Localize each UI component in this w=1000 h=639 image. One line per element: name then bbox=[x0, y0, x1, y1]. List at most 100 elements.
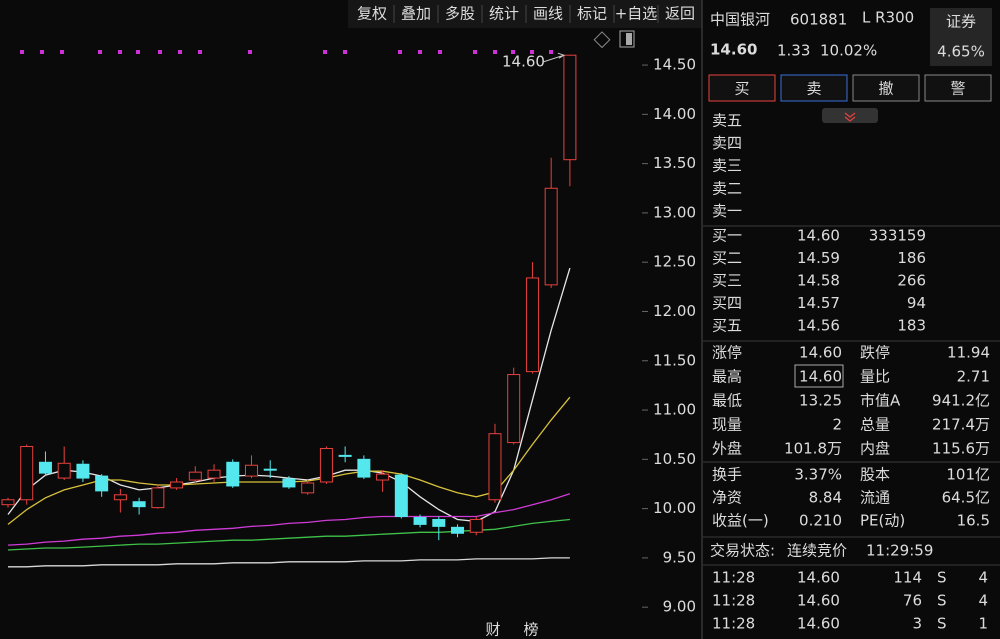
stat-label: 现量 bbox=[712, 416, 742, 434]
toolbar-button[interactable]: 标记 bbox=[577, 5, 607, 23]
toolbar-button[interactable]: 多股 bbox=[445, 5, 475, 23]
collapse-tab[interactable] bbox=[822, 108, 878, 123]
stat-value: 13.25 bbox=[799, 392, 842, 410]
toolbar-button[interactable]: 统计 bbox=[489, 5, 519, 23]
price-change-pct: 10.02% bbox=[820, 42, 877, 60]
trade-volume: 76 bbox=[903, 592, 922, 610]
event-dot bbox=[198, 50, 202, 54]
action-button[interactable] bbox=[924, 74, 992, 102]
candle-body bbox=[1, 499, 15, 506]
trade-side: S bbox=[937, 615, 947, 633]
ask-level: 卖二 bbox=[712, 179, 742, 197]
y-tick-label: 10.50 bbox=[653, 450, 696, 468]
event-dot bbox=[511, 50, 515, 54]
candle-body bbox=[226, 461, 240, 487]
action-label[interactable]: 撤 bbox=[878, 80, 893, 98]
candle-body bbox=[525, 277, 539, 373]
event-dot bbox=[60, 50, 64, 54]
candle-body bbox=[113, 494, 127, 501]
status-label: 交易状态: bbox=[710, 542, 775, 560]
action-button[interactable] bbox=[708, 74, 776, 102]
action-label[interactable]: 警 bbox=[950, 80, 965, 98]
bid-volume: 183 bbox=[897, 317, 926, 335]
candle-body bbox=[563, 54, 577, 161]
bid-level: 买一 bbox=[712, 227, 742, 245]
candle-body bbox=[507, 374, 521, 444]
toolbar-bg bbox=[348, 0, 702, 28]
bid-price: 14.57 bbox=[797, 294, 840, 312]
moving-average-line bbox=[8, 557, 570, 568]
candle-body bbox=[207, 469, 221, 479]
trade-price: 14.60 bbox=[797, 592, 840, 610]
candle-body bbox=[282, 478, 296, 488]
y-tick-label: 9.00 bbox=[663, 598, 696, 616]
event-marker[interactable]: 榜 bbox=[523, 621, 538, 639]
fund-label: 流通 bbox=[860, 489, 890, 507]
trade-volume: 114 bbox=[893, 569, 922, 587]
panel-icon[interactable] bbox=[619, 30, 635, 48]
fund-value: 8.84 bbox=[809, 489, 842, 507]
ask-level: 卖四 bbox=[712, 134, 742, 152]
candle-body bbox=[20, 446, 34, 501]
toolbar-button[interactable]: 复权 bbox=[357, 5, 387, 23]
trade-side: S bbox=[937, 569, 947, 587]
toolbar-button[interactable]: 返回 bbox=[665, 5, 695, 23]
stock-name: 中国银河 bbox=[710, 11, 770, 29]
candle-body bbox=[432, 518, 446, 527]
trade-time: 11:28 bbox=[712, 592, 755, 610]
price-change: 1.33 bbox=[777, 42, 810, 60]
bid-volume: 333159 bbox=[869, 227, 926, 245]
bid-volume: 266 bbox=[897, 272, 926, 290]
ask-level: 卖一 bbox=[712, 202, 742, 220]
event-dot bbox=[549, 50, 553, 54]
event-dot bbox=[343, 50, 347, 54]
event-dot bbox=[323, 50, 327, 54]
trade-price: 14.60 bbox=[797, 615, 840, 633]
max-price-arrow bbox=[542, 52, 566, 63]
action-button[interactable] bbox=[780, 74, 848, 102]
toolbar-button[interactable]: +自选 bbox=[615, 5, 658, 23]
stat-label: 内盘 bbox=[860, 440, 890, 458]
event-dot bbox=[248, 50, 252, 54]
candle-body bbox=[301, 482, 315, 494]
event-dot bbox=[493, 50, 497, 54]
fund-value: 0.210 bbox=[799, 512, 842, 530]
stat-value: 14.60 bbox=[799, 368, 842, 386]
action-label[interactable]: 买 bbox=[734, 80, 749, 98]
event-dot bbox=[418, 50, 422, 54]
candle-body bbox=[263, 468, 277, 471]
action-label[interactable]: 卖 bbox=[806, 80, 821, 98]
stat-value: 115.6万 bbox=[932, 440, 990, 458]
candle-body bbox=[394, 474, 408, 518]
trade-count: 1 bbox=[978, 615, 988, 633]
diamond-icon[interactable] bbox=[593, 31, 611, 49]
y-tick-label: 14.00 bbox=[653, 105, 696, 123]
stat-value: 101.8万 bbox=[784, 440, 842, 458]
stat-value: 14.60 bbox=[799, 344, 842, 362]
candle-body bbox=[244, 464, 258, 477]
event-dot bbox=[40, 50, 44, 54]
toolbar-button[interactable]: 画线 bbox=[533, 5, 563, 23]
candle-body bbox=[188, 471, 202, 481]
trade-volume: 3 bbox=[912, 615, 922, 633]
status-value: 连续竞价 bbox=[787, 542, 847, 560]
candle-body bbox=[376, 473, 390, 481]
fund-value: 3.37% bbox=[794, 466, 842, 484]
fund-value: 16.5 bbox=[957, 512, 990, 530]
trade-count: 4 bbox=[978, 569, 988, 587]
y-tick-label: 10.00 bbox=[653, 499, 696, 517]
bid-price: 14.56 bbox=[797, 317, 840, 335]
event-marker[interactable]: 财 bbox=[485, 621, 500, 639]
event-dot bbox=[136, 50, 140, 54]
candle-body bbox=[76, 463, 90, 479]
toolbar-button[interactable]: 叠加 bbox=[401, 5, 431, 23]
action-button[interactable] bbox=[852, 74, 920, 102]
sector-name: 证券 bbox=[946, 13, 976, 31]
candle-body bbox=[95, 475, 109, 492]
sector-box[interactable] bbox=[930, 8, 992, 66]
bid-price: 14.58 bbox=[797, 272, 840, 290]
stock-tags: L R300 bbox=[862, 9, 914, 27]
panel-icon-fill bbox=[626, 33, 632, 45]
event-dot bbox=[530, 50, 534, 54]
